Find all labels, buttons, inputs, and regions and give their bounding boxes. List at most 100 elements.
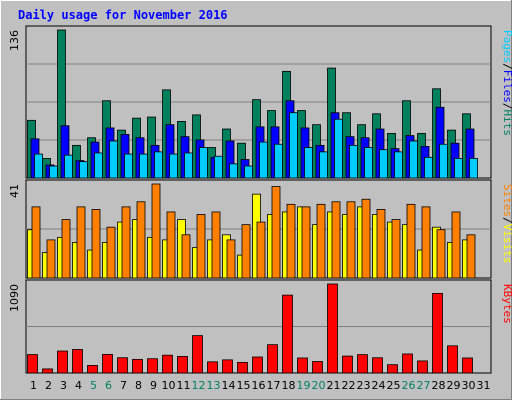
bar-pages-25 (394, 151, 403, 179)
x-label-day-22: 22 (342, 379, 356, 392)
bar-sites-28 (436, 229, 446, 279)
bar-kbytes-3 (57, 350, 68, 374)
x-label-day-23: 23 (357, 379, 371, 392)
x-label-day-10: 10 (162, 379, 176, 392)
bar-pages-13 (214, 155, 223, 179)
bar-sites-24 (376, 209, 386, 279)
x-label-day-13: 13 (207, 379, 221, 392)
x-label-day-27: 27 (417, 379, 431, 392)
bar-pages-14 (229, 163, 238, 179)
bar-pages-21 (334, 118, 343, 179)
bar-kbytes-17 (267, 344, 278, 374)
x-label-day-9: 9 (150, 379, 157, 392)
bar-kbytes-22 (342, 355, 353, 374)
bar-pages-27 (424, 156, 433, 179)
bar-sites-19 (301, 206, 311, 279)
legend-visits: Visits (501, 224, 512, 264)
bar-kbytes-19 (297, 357, 308, 374)
bar-sites-17 (271, 186, 281, 279)
x-label-day-25: 25 (387, 379, 401, 392)
bar-kbytes-13 (207, 361, 218, 374)
bar-sites-6 (106, 226, 116, 279)
bar-sites-8 (136, 201, 146, 279)
bar-kbytes-15 (237, 361, 248, 374)
bar-sites-14 (226, 239, 236, 279)
bar-kbytes-1 (27, 354, 38, 374)
bar-sites-16 (256, 221, 266, 279)
bar-pages-16 (259, 141, 268, 179)
bar-pages-20 (319, 151, 328, 179)
bar-sites-9 (151, 183, 161, 279)
bar-kbytes-21 (327, 283, 338, 374)
bar-sites-3 (61, 219, 71, 279)
bar-pages-4 (79, 161, 88, 179)
bar-kbytes-23 (357, 354, 368, 374)
bar-sites-1 (31, 206, 41, 279)
bar-kbytes-4 (72, 349, 83, 374)
x-axis-labels: 1 2 3 4 5 6 7 8 9 10 11 12 13 14 15 16 17 18 19 20 21 22 23 24 2… (30, 379, 491, 392)
bar-sites-26 (406, 203, 416, 279)
x-label-day-29: 29 (447, 379, 461, 392)
bar-pages-17 (274, 143, 283, 179)
bar-pages-10 (169, 153, 178, 179)
x-label-day-20: 20 (312, 379, 326, 392)
x-label-day-2: 2 (45, 379, 52, 392)
bar-pages-28 (439, 143, 448, 179)
bar-pages-6 (109, 140, 118, 179)
x-label-day-1: 1 (30, 379, 37, 392)
series-legend: KBytes (501, 284, 512, 324)
bar-sites-10 (166, 211, 176, 279)
bar-kbytes-12 (192, 335, 203, 374)
bar-kbytes-26 (402, 353, 413, 374)
x-label-day-24: 24 (372, 379, 386, 392)
bar-sites-15 (241, 224, 251, 279)
bar-sites-11 (181, 234, 191, 279)
bar-pages-11 (184, 152, 193, 179)
bar-kbytes-7 (117, 357, 128, 374)
bar-kbytes-20 (312, 361, 323, 374)
bar-kbytes-5 (87, 365, 98, 374)
series-legend: Sites/Visits (501, 184, 512, 264)
bar-pages-12 (199, 147, 208, 179)
bar-kbytes-16 (252, 356, 263, 374)
bar-kbytes-18 (282, 294, 293, 374)
y-max-label: 1090 (8, 284, 21, 312)
bar-kbytes-6 (102, 353, 113, 374)
x-label-day-4: 4 (75, 379, 82, 392)
bar-kbytes-24 (372, 357, 383, 374)
bar-sites-4 (76, 206, 86, 279)
bar-pages-15 (244, 165, 253, 179)
bar-pages-22 (349, 144, 358, 179)
x-label-day-30: 30 (462, 379, 476, 392)
bar-sites-18 (286, 203, 296, 279)
bar-pages-24 (379, 149, 388, 179)
x-label-day-6: 6 (105, 379, 112, 392)
x-label-day-8: 8 (135, 379, 142, 392)
bar-sites-13 (211, 211, 221, 279)
bar-sites-23 (361, 198, 371, 279)
bar-sites-29 (451, 211, 461, 279)
x-label-day-15: 15 (237, 379, 251, 392)
bar-sites-7 (121, 206, 131, 279)
bar-sites-22 (346, 201, 356, 279)
legend-sites: Sites (501, 184, 512, 217)
bar-pages-23 (364, 147, 373, 179)
x-label-day-19: 19 (297, 379, 311, 392)
legend-kbytes: KBytes (501, 284, 512, 324)
bar-kbytes-9 (147, 358, 158, 374)
bar-pages-19 (304, 147, 313, 179)
x-label-day-26: 26 (402, 379, 416, 392)
bar-pages-3 (64, 154, 73, 179)
bar-kbytes-10 (162, 354, 173, 374)
x-label-day-17: 17 (267, 379, 281, 392)
bar-sites-5 (91, 209, 101, 279)
panel-3: 1090 KBytes (8, 279, 512, 374)
bar-pages-8 (139, 153, 148, 179)
y-max-label: 41 (8, 184, 21, 198)
series-legend: Pages/Files/Hits (501, 30, 512, 136)
chart-title: Daily usage for November 2016 (18, 8, 228, 22)
bar-kbytes-30 (462, 357, 473, 374)
legend-separator: / (501, 63, 512, 70)
bar-kbytes-29 (447, 345, 458, 374)
